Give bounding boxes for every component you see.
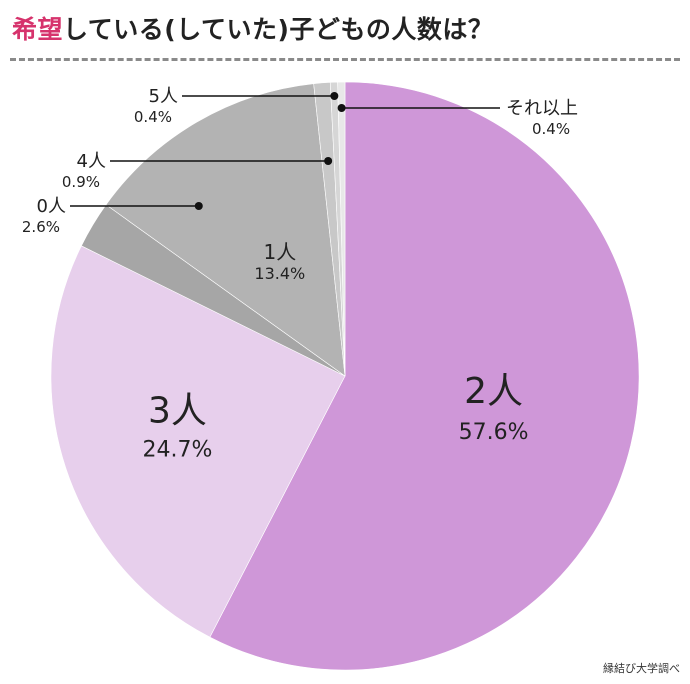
pie-slice-6 — [337, 81, 346, 377]
pie-slice-1 — [50, 245, 346, 638]
callout-0-percent: 2.6% — [22, 218, 60, 236]
callout-more-dot — [337, 104, 346, 112]
callout-4-percent: 0.9% — [62, 173, 100, 191]
slice-3-percent: 24.7% — [142, 438, 212, 463]
pie-slice-0 — [209, 81, 640, 671]
callout-5-percent: 0.4% — [134, 108, 172, 126]
pie-slice-3 — [105, 83, 346, 377]
callout-0-label: 0人 — [37, 196, 66, 217]
slice-1-percent: 13.4% — [254, 264, 305, 283]
callout-5-dot — [330, 92, 339, 100]
callout-more-label: それ以上 — [506, 98, 578, 119]
callout-4-label: 4人 — [77, 151, 106, 172]
slice-1-label: 1人 — [263, 240, 296, 264]
chart-title-rest: している(していた)子どもの人数は？ — [63, 15, 494, 44]
callout-more-percent: 0.4% — [532, 120, 570, 138]
pie-slices — [50, 81, 640, 671]
callout-4-dot — [324, 157, 333, 165]
slice-2-label: 2人 — [464, 371, 523, 412]
chart-title: 希望している(していた)子どもの人数は？ — [12, 10, 493, 46]
source-note: 縁結び大学調べ — [603, 662, 680, 675]
title-divider — [10, 58, 680, 61]
callout-0-dot — [194, 202, 203, 210]
chart-title-accent: 希望 — [12, 15, 64, 44]
callout-5-label: 5人 — [149, 86, 178, 107]
slice-2-percent: 57.6% — [459, 420, 529, 445]
slice-3-label: 3人 — [148, 391, 207, 432]
